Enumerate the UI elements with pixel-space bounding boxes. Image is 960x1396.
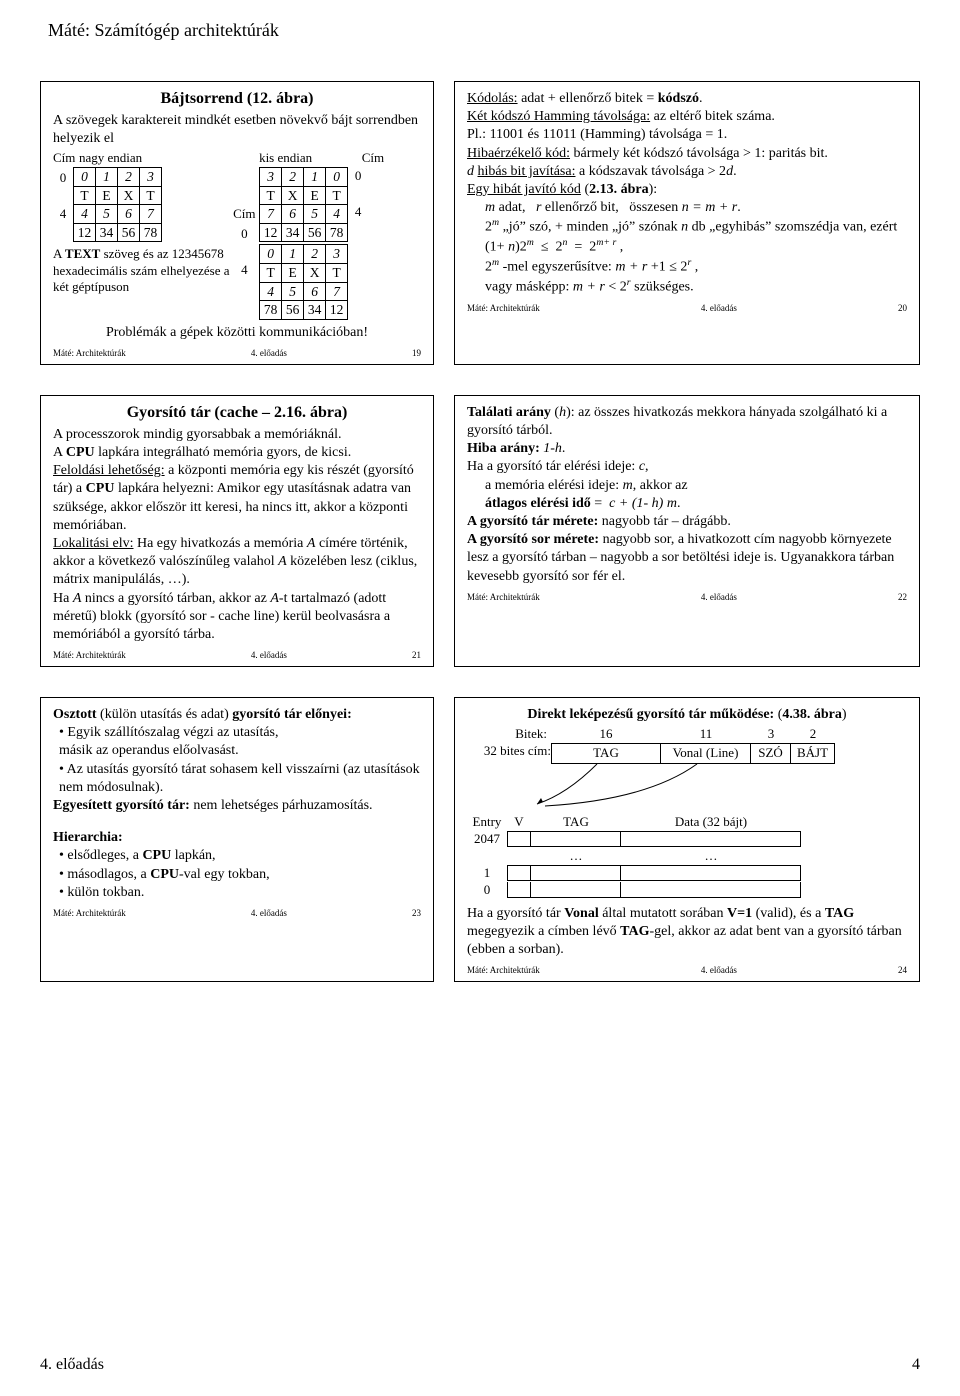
foot-num: 20 — [898, 303, 907, 313]
bits-11: 11 — [661, 726, 751, 743]
addr-0: 0 — [53, 169, 73, 205]
little-endian-table-a: 3210 TXET 7654 12345678 — [259, 167, 348, 242]
foot-num: 21 — [412, 650, 421, 660]
bits-3: 3 — [751, 726, 791, 743]
addr-tag: TAG — [551, 743, 661, 764]
slide-21-l1: A processzorok mindig gyorsabbak a memór… — [53, 426, 421, 444]
slide-20-l7: m adat, r ellenőrző bit, összesen n = m … — [485, 199, 907, 217]
big-endian-cim-label: Cím — [53, 150, 73, 167]
foot-center: 4. előadás — [701, 965, 737, 975]
col-v: V — [507, 814, 531, 831]
big-endian-table: 0123 TEXT 4567 12345678 — [73, 167, 162, 242]
bits-2: 2 — [791, 726, 835, 743]
slide-23-l2: Egyesített gyorsító tár: nem lehetséges … — [53, 797, 421, 815]
foot-num: 24 — [898, 965, 907, 975]
slide-22-l4: a memória elérési ideje: m, akkor az — [485, 477, 907, 495]
slide-20-l6: Egy hibát javító kód (2.13. ábra): — [467, 181, 907, 199]
slide-23-h3: külön tokban. — [59, 884, 421, 902]
foot-center: 4. előadás — [701, 303, 737, 313]
foot-num: 23 — [412, 908, 421, 918]
addr-line: Vonal (Line) — [661, 743, 751, 764]
slide-23: Osztott (külön utasítás és adat) gyorsít… — [40, 697, 434, 982]
foot-center: 4. előadás — [701, 592, 737, 602]
addr-label: 32 bites cím: — [467, 743, 551, 764]
slide-22-l1: Találati arány (h): az összes hivatkozás… — [467, 404, 907, 440]
addr-4: 4 — [53, 205, 73, 241]
slide-19-note-left: A TEXT szöveg és az 12345678 hexadecimál… — [53, 246, 230, 295]
right-addr-4-a: 4 — [348, 203, 368, 239]
slide-23-b1: Egyik szállítószalag végzi az utasítás,m… — [59, 724, 421, 760]
entry-2047: 2047 — [467, 831, 507, 848]
slide-20-l1: Kódolás: adat + ellenőrző bitek = kódszó… — [467, 90, 907, 108]
little-endian-cim-label: Cím — [362, 150, 384, 167]
slide-21-l2: A CPU lapkára integrálható memória gyors… — [53, 444, 421, 462]
slide-20-l8: 2m „jó” szó, + minden „jó” szónak n db „… — [485, 217, 907, 257]
col-tag: TAG — [531, 814, 621, 831]
entry-label: Entry — [467, 814, 507, 831]
slide-24-l1: Ha a gyorsító tár Vonal által mutatott s… — [467, 905, 907, 960]
dots-2: … — [621, 848, 801, 865]
slide-21-l3: Feloldási lehetőség: a központi memória … — [53, 462, 421, 535]
little-endian-table-b: 0123 TEXT 4567 78563412 — [259, 244, 348, 319]
page-footer-right: 4 — [912, 1356, 920, 1374]
slide-21-l4: Lokalitási elv: Ha egy hivatkozás a memó… — [53, 535, 421, 590]
mid-addr-0: 0 — [230, 225, 259, 261]
bits-label: Bitek: — [467, 726, 551, 743]
little-endian-label: kis endian — [259, 150, 312, 167]
foot-num: 19 — [412, 348, 421, 358]
slide-20: Kódolás: adat + ellenőrző bitek = kódszó… — [454, 81, 920, 365]
slide-23-b2: Az utasítás gyorsító tárat sohasem kell … — [59, 761, 421, 797]
foot-center: 4. előadás — [251, 650, 287, 660]
slide-22-l3: Ha a gyorsító tár elérési ideje: c, — [467, 458, 907, 476]
entry-0: 0 — [467, 882, 507, 899]
slide-20-l5: d hibás bit javítása: a kódszavak távols… — [467, 163, 907, 181]
bits-16: 16 — [551, 726, 661, 743]
foot-left: Máté: Architektúrák — [467, 303, 540, 313]
slide-23-l1: Osztott (külön utasítás és adat) gyorsít… — [53, 706, 421, 724]
slide-24: Direkt leképezésű gyorsító tár működése:… — [454, 697, 920, 982]
foot-num: 22 — [898, 592, 907, 602]
slide-20-l2: Két kódszó Hamming távolsága: az eltérő … — [467, 108, 907, 126]
slide-21-l5: Ha A nincs a gyorsító tárban, akkor az A… — [53, 590, 421, 645]
foot-left: Máté: Architektúrák — [467, 592, 540, 602]
slide-19: Bájtsorrend (12. ábra) A szövegek karakt… — [40, 81, 434, 365]
foot-center: 4. előadás — [251, 348, 287, 358]
entry-1: 1 — [467, 865, 507, 882]
page-footer-left: 4. előadás — [40, 1356, 104, 1374]
slide-20-l9: 2m -mel egyszerűsítve: m + r +1 ≤ 2r , — [485, 257, 907, 277]
slide-22-l6: A gyorsító tár mérete: nagyobb tár – drá… — [467, 513, 907, 531]
arrows-diagram — [507, 764, 907, 808]
page-header: Máté: Számítógép architektúrák — [40, 20, 920, 41]
slide-23-h1: elsődleges, a CPU lapkán, — [59, 847, 421, 865]
slide-21: Gyorsító tár (cache – 2.16. ábra) A proc… — [40, 395, 434, 667]
foot-left: Máté: Architektúrák — [467, 965, 540, 975]
slide-22-l2: Hiba arány: 1-h. — [467, 440, 907, 458]
slide-24-title: Direkt leképezésű gyorsító tár működése:… — [467, 706, 907, 724]
slide-20-l3: Pl.: 11001 és 11011 (Hamming) távolsága … — [467, 126, 907, 144]
right-addr-0-a: 0 — [348, 167, 368, 203]
slide-22-l5: átlagos elérési idő = c + (1- h) m. — [485, 495, 907, 513]
big-endian-label: nagy endian — [79, 150, 142, 167]
slide-20-l4: Hibaérzékelő kód: bármely két kódszó táv… — [467, 145, 907, 163]
col-data: Data (32 bájt) — [621, 814, 801, 831]
foot-left: Máté: Architektúrák — [53, 908, 126, 918]
slide-19-title: Bájtsorrend (12. ábra) — [53, 90, 421, 108]
slide-22-l7: A gyorsító sor mérete: nagyobb sor, a hi… — [467, 531, 907, 586]
cim-mid: Cím — [230, 206, 259, 223]
foot-center: 4. előadás — [251, 908, 287, 918]
addr-szo: SZÓ — [751, 743, 791, 764]
slide-20-l10: vagy másképp: m + r < 2r szükséges. — [485, 277, 907, 297]
foot-left: Máté: Architektúrák — [53, 650, 126, 660]
addr-bajt: BÁJT — [791, 743, 835, 764]
slide-19-problem: Problémák a gépek közötti kommunikációba… — [53, 324, 421, 342]
slide-21-title: Gyorsító tár (cache – 2.16. ábra) — [53, 404, 421, 422]
slide-19-intro: A szövegek karaktereit mindkét esetben n… — [53, 112, 421, 148]
slide-22: Találati arány (h): az összes hivatkozás… — [454, 395, 920, 667]
foot-left: Máté: Architektúrák — [53, 348, 126, 358]
slide-23-l3: Hierarchia: — [53, 829, 421, 847]
dots-1: … — [531, 848, 621, 865]
mid-addr-4: 4 — [230, 261, 259, 297]
slide-23-h2: másodlagos, a CPU-val egy tokban, — [59, 866, 421, 884]
